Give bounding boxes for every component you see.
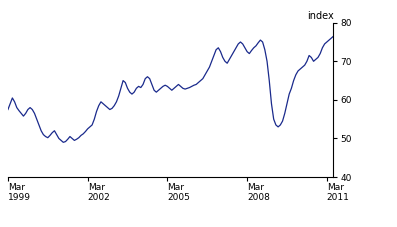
Text: index: index	[307, 11, 333, 21]
